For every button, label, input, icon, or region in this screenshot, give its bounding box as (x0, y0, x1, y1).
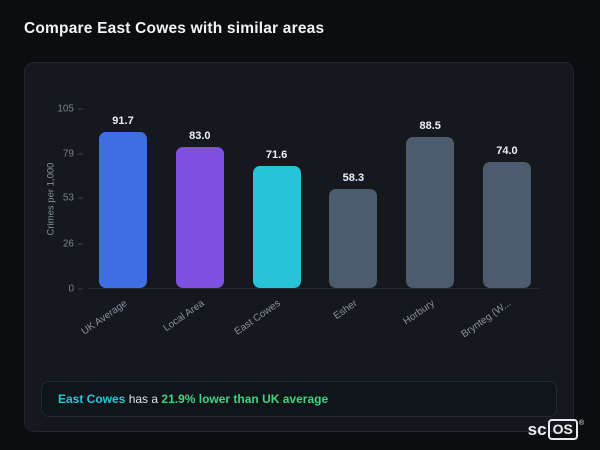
x-axis-label: Esher (331, 298, 360, 322)
bar-value-label: 58.3 (342, 171, 365, 184)
x-axis-label: Brynteg (W... (459, 298, 514, 341)
y-tick-mark (78, 243, 83, 245)
bar[interactable] (175, 146, 224, 288)
plot-area: 91.7 UK Average 83.0 Local Area 71.6 East Cow… (79, 109, 541, 340)
y-tick-label: 105 (57, 104, 83, 115)
bar-column: 74.0 Brynteg (W... (460, 109, 531, 340)
page-title: Compare East Cowes with similar areas (24, 20, 325, 37)
bars-container: 91.7 UK Average 83.0 Local Area 71.6 East Cow… (79, 109, 541, 340)
y-tick-mark (78, 108, 83, 110)
bar-value-label: 83.0 (189, 129, 211, 142)
bar[interactable] (406, 137, 455, 288)
bar[interactable] (482, 161, 531, 288)
x-axis-label: UK Average (79, 298, 130, 338)
y-tick-label: 0 (68, 284, 83, 295)
bar-column: 91.7 UK Average (79, 109, 147, 338)
brand-logo-boxed: OS (547, 419, 578, 440)
brand-logo-prefix: sc (527, 419, 547, 439)
x-axis-label: East Cowes (232, 298, 283, 338)
y-ticks: 0 26 53 79 105 (39, 104, 83, 295)
footer-subject: East Cowes (58, 392, 126, 406)
footer-connector: has a (125, 392, 162, 406)
y-tick-mark (78, 197, 83, 199)
bar[interactable] (99, 131, 147, 288)
x-axis-label: Local Area (161, 298, 207, 335)
footer-note: East Cowes has a 21.9% lower than UK ave… (41, 381, 557, 417)
y-tick-mark (78, 153, 83, 155)
bar-value-label: 74.0 (496, 144, 518, 157)
bar-value-label: 71.6 (265, 148, 288, 161)
bar-column: 88.5 Horbury (401, 109, 455, 327)
bar-value-label: 88.5 (419, 120, 441, 133)
y-tick-label: 26 (63, 239, 83, 250)
x-axis-label: Horbury (401, 298, 437, 328)
bar-column: 58.3 Esher (329, 109, 378, 322)
footer-highlight: 21.9% lower than UK average (161, 392, 329, 406)
y-tick-label: 53 (63, 193, 83, 204)
brand-logo: sc OS ® (528, 419, 584, 440)
y-tick-label: 79 (63, 148, 83, 159)
registered-mark-icon: ® (578, 420, 584, 427)
bar-column: 71.6 East Cowes (233, 109, 301, 338)
bar[interactable] (252, 165, 301, 288)
bar-column: 83.0 Local Area (161, 109, 224, 334)
y-tick-mark (78, 288, 83, 290)
bar[interactable] (329, 188, 378, 288)
bar-value-label: 91.7 (112, 114, 134, 127)
chart-card: Crimes per 1,000 0 26 53 79 105 91.7 UK Avera… (24, 62, 574, 432)
